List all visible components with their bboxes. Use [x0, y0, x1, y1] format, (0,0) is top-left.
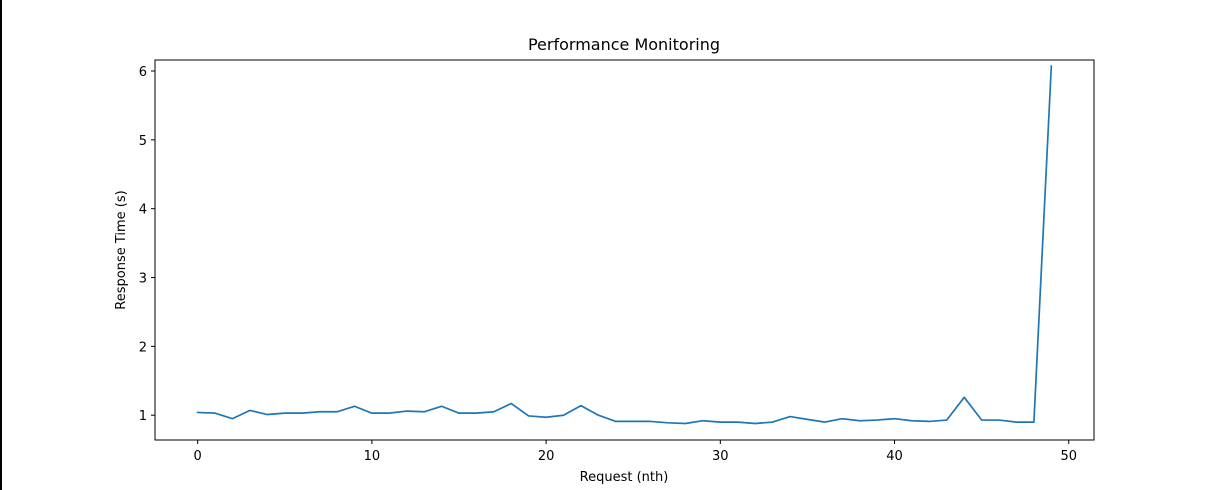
x-axis-title: Request (nth)	[580, 470, 669, 485]
y-axis: 1 2 3 4 5 6	[139, 65, 155, 424]
y-tick-label: 4	[139, 203, 147, 218]
x-tick-label: 20	[538, 449, 555, 464]
chart-title: Performance Monitoring	[528, 35, 720, 54]
series-line	[196, 65, 1053, 425]
series-layer	[196, 65, 1053, 425]
y-tick-label: 5	[139, 134, 147, 149]
x-axis: 0 10 20 30 40 50	[194, 440, 1077, 464]
plot-area-frame	[154, 59, 1095, 441]
y-tick-label: 2	[139, 340, 147, 355]
y-tick-label: 3	[139, 272, 147, 287]
x-tick-label: 10	[364, 449, 381, 464]
x-tick-label: 50	[1060, 449, 1077, 464]
y-tick-label: 6	[139, 65, 147, 80]
x-tick-label: 0	[194, 449, 202, 464]
x-tick-label: 40	[886, 449, 903, 464]
y-tick-label: 1	[139, 409, 147, 424]
y-axis-title: Response Time (s)	[114, 190, 129, 309]
left-border-rule	[0, 0, 2, 490]
x-tick-label: 30	[712, 449, 729, 464]
